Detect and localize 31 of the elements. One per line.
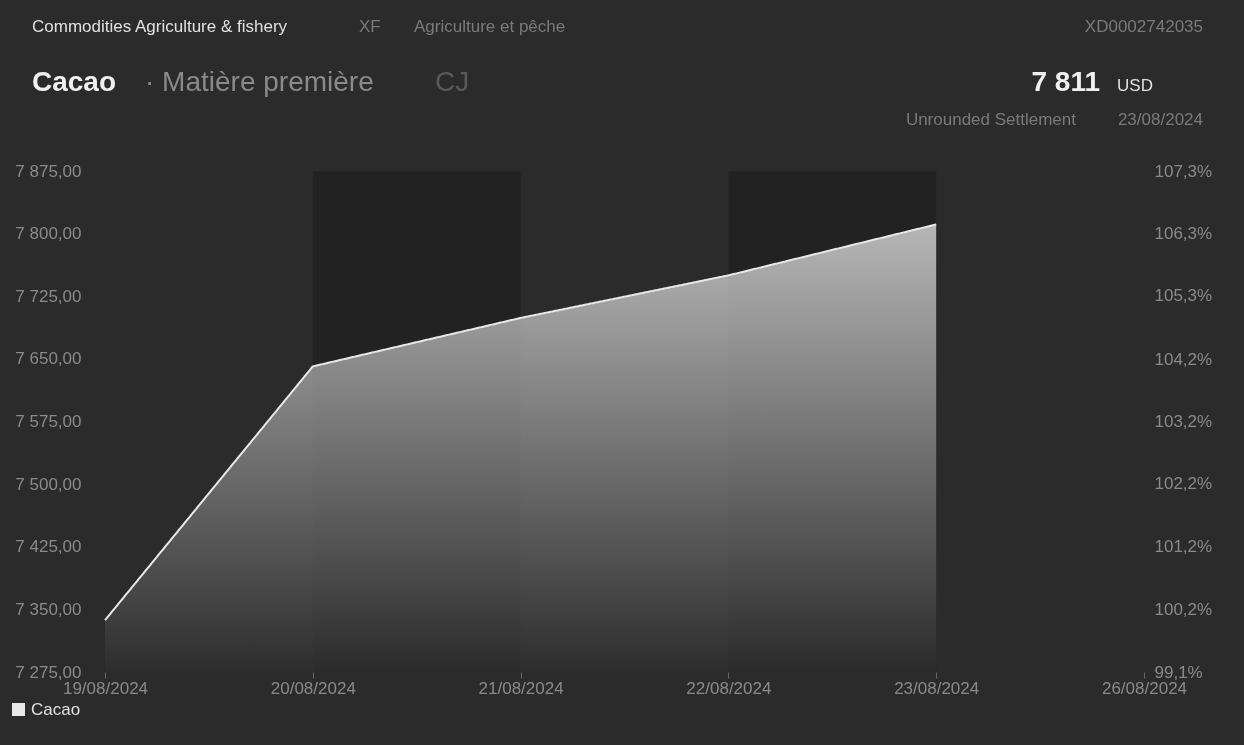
text: 7 811 xyxy=(1031,66,1100,98)
y-tick-label: 7 800,00 xyxy=(15,224,82,244)
text: 23/08/2024 xyxy=(1117,110,1203,130)
x-tick-label: 22/08/2024 xyxy=(686,678,772,698)
y-tick-label: 7 875,00 xyxy=(15,161,82,181)
y2-tick-label: 105,3% xyxy=(1154,286,1213,306)
y2-tick-label: 103,2% xyxy=(1154,412,1213,431)
y2-tick-label: 106,3% xyxy=(1154,223,1213,243)
y-tick-label: 7 500,00 xyxy=(15,474,82,494)
y-tick-label: 7 350,00 xyxy=(15,599,82,619)
x-tick-label: 23/08/2024 xyxy=(894,678,980,698)
chart-title: Cacao xyxy=(32,66,117,98)
text: XD0002742035 xyxy=(1084,17,1203,37)
text: Agriculture et pêche xyxy=(414,17,566,37)
chart-subtitle: · Matière première xyxy=(145,66,374,98)
legend-label: Cacao xyxy=(31,699,81,719)
y2-tick-label: 107,3% xyxy=(1154,161,1213,181)
text: Commodities Agriculture & fishery xyxy=(32,17,288,37)
y-tick-label: 7 575,00 xyxy=(15,412,82,431)
y2-tick-label: 101,2% xyxy=(1154,536,1213,556)
y-tick-label: 7 650,00 xyxy=(15,349,82,369)
y-tick-label: 7 425,00 xyxy=(15,537,82,557)
text: XF xyxy=(359,17,381,37)
y2-tick-label: 104,2% xyxy=(1154,349,1213,369)
x-tick-label: 20/08/2024 xyxy=(270,678,356,698)
text: Unrounded Settlement xyxy=(905,110,1076,130)
y2-tick-label: 100,2% xyxy=(1154,600,1213,620)
y2-tick-label: 102,2% xyxy=(1154,474,1213,494)
x-tick-label: 21/08/2024 xyxy=(478,678,564,698)
y-tick-label: 7 725,00 xyxy=(15,286,82,306)
text: USD xyxy=(1117,76,1153,96)
